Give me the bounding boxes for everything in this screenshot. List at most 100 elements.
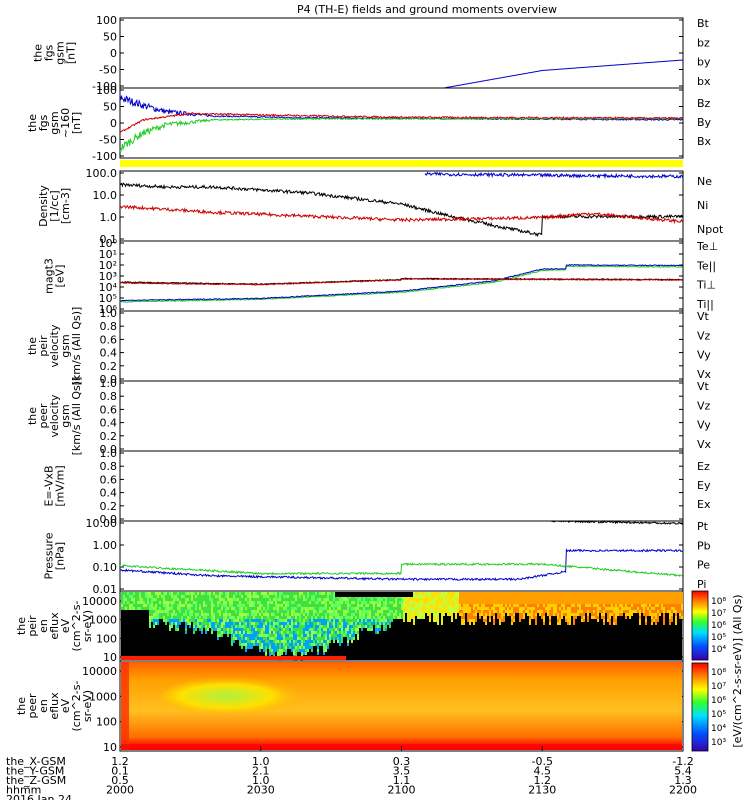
series-Ti⊥	[119, 263, 683, 302]
colorbar-tick: 10⁸	[711, 668, 726, 678]
colorbar-bottom	[691, 662, 709, 752]
panel-frame	[119, 380, 684, 452]
legend-entry: Pb	[697, 539, 711, 552]
y-axis-label: Pressure	[43, 532, 56, 579]
y-tick-label: 10⁶	[99, 303, 118, 316]
series-Pi	[119, 547, 683, 582]
x-tick-label: 2.1	[252, 765, 270, 778]
colorbar-tick: 10⁸	[711, 597, 726, 607]
panel-pressure: 10.00 1.00 0.10 0.01 Pressure[nPa] Pt Pb Pe Pi	[43, 517, 711, 596]
panel-density: 100.0 10.0 1.0 0.1 Density[1/cc][cm-3] Ne Ni Np…	[37, 167, 724, 246]
y-tick-label: 0	[110, 117, 117, 130]
y-tick-label: -50	[99, 64, 117, 77]
y-axis-label: peer	[37, 403, 50, 429]
x-tick-label: -0.5	[532, 755, 553, 768]
x-tick-label: 2130	[528, 784, 556, 797]
y-tick-label: 0.2	[100, 430, 118, 443]
y-axis-label: gsm	[59, 334, 72, 357]
legend-entry: Pt	[697, 520, 709, 533]
panel-frame	[119, 17, 684, 89]
x-tick-label: 2200	[669, 784, 697, 797]
y-tick-label: 10⁰	[99, 237, 118, 250]
x-axis-row-label: the_X-GSM	[6, 755, 66, 768]
y-tick-label: 100	[96, 14, 117, 27]
y-tick-label: 10	[103, 651, 117, 664]
y-tick-label: 100	[96, 632, 117, 645]
y-axis-label: magt3	[43, 258, 56, 294]
y-axis-label: en	[37, 699, 50, 713]
y-axis-label: the	[15, 697, 28, 715]
y-tick-label: 10000	[82, 595, 117, 608]
y-tick-label: 10	[103, 741, 117, 754]
y-axis-label: E=-VxB	[43, 465, 56, 506]
y-tick-label: 0	[110, 47, 117, 60]
series-Ni	[119, 182, 683, 238]
legend-entry: by	[697, 56, 711, 69]
legend-entry: Pi	[697, 578, 706, 591]
x-tick-label: 4.5	[534, 765, 552, 778]
y-axis-label: eflux	[48, 612, 61, 640]
y-axis-label: [mV/m]	[54, 465, 67, 506]
legend-entry: By	[697, 116, 712, 129]
x-axis-row-label: the_Z-GSM	[6, 774, 66, 787]
panel-efield: 1.00.80.60.40.20.0 E=-VxB[mV/m] Ez Ey Ex	[43, 447, 711, 526]
x-tick-label: 2100	[388, 784, 416, 797]
legend-entry: Bt	[697, 17, 710, 30]
legend-entry: Ey	[697, 479, 711, 492]
y-tick-label: 10000	[82, 665, 117, 678]
series-bx	[443, 59, 683, 89]
y-axis-label: [nT]	[65, 42, 78, 64]
legend-entry: Vy	[697, 349, 711, 362]
x-tick-label: 3.5	[393, 765, 411, 778]
y-tick-label: 10.0	[93, 189, 118, 202]
x-tick-label: 2000	[106, 784, 134, 797]
panel-frame	[119, 520, 684, 592]
y-axis-label: velocity	[48, 324, 61, 367]
y-tick-label: 0.6	[100, 333, 118, 346]
legend-entry: Ti||	[696, 298, 714, 311]
y-tick-label: 1.0	[100, 307, 118, 320]
y-axis-label: the	[32, 44, 45, 62]
legend-entry: Vy	[697, 419, 711, 432]
y-tick-label: 100	[96, 84, 117, 97]
y-tick-label: 0.01	[93, 583, 118, 596]
y-tick-label: 0.2	[100, 500, 118, 513]
series-Ti||	[119, 265, 683, 303]
colorbar-tick: 10⁴	[711, 645, 726, 655]
y-axis-label: sr-eV)	[81, 690, 94, 722]
x-tick-label: 5.4	[674, 765, 692, 778]
y-axis-label: the	[26, 114, 39, 132]
y-axis-label: [km/s (All Qs)]	[70, 307, 83, 386]
y-axis-label: gsm	[59, 404, 72, 427]
x-tick-label: 1.0	[252, 774, 270, 787]
series-By	[119, 117, 683, 152]
y-tick-label: 0.4	[100, 347, 118, 360]
colorbar-tick: 10⁶	[711, 696, 726, 706]
y-axis-label: velocity	[48, 394, 61, 437]
colorbar-top	[691, 590, 709, 661]
y-tick-label: 10³	[99, 270, 117, 283]
y-axis-label: gsm	[48, 111, 61, 134]
panel-mode-bar	[120, 160, 683, 167]
y-tick-label: 0.0	[100, 373, 118, 386]
y-axis-label: [eV]	[54, 265, 67, 288]
x-tick-label: 2030	[247, 784, 275, 797]
legend-entry: Vx	[697, 368, 712, 381]
y-axis-label: peer	[26, 693, 39, 719]
y-axis-label: [cm-3]	[59, 188, 72, 224]
x-axis-row-label: the_Y-GSM	[6, 765, 64, 778]
y-axis-label: [nPa]	[54, 542, 67, 570]
panel-peer-velocity: 1.00.80.60.40.20.0 thepeervelocitygsm[km/…	[26, 377, 712, 456]
y-tick-label: 0.8	[100, 460, 118, 473]
y-tick-label: 0.0	[100, 443, 118, 456]
y-axis-label: gsm	[54, 41, 67, 64]
series-Ne	[119, 204, 683, 225]
x-tick-label: 1.0	[252, 755, 270, 768]
x-tick-label: 0.3	[393, 755, 411, 768]
series-Bz	[119, 112, 683, 134]
y-tick-label: -50	[99, 134, 117, 147]
y-tick-label: 0.1	[100, 233, 118, 246]
y-tick-label: 100	[96, 716, 117, 729]
